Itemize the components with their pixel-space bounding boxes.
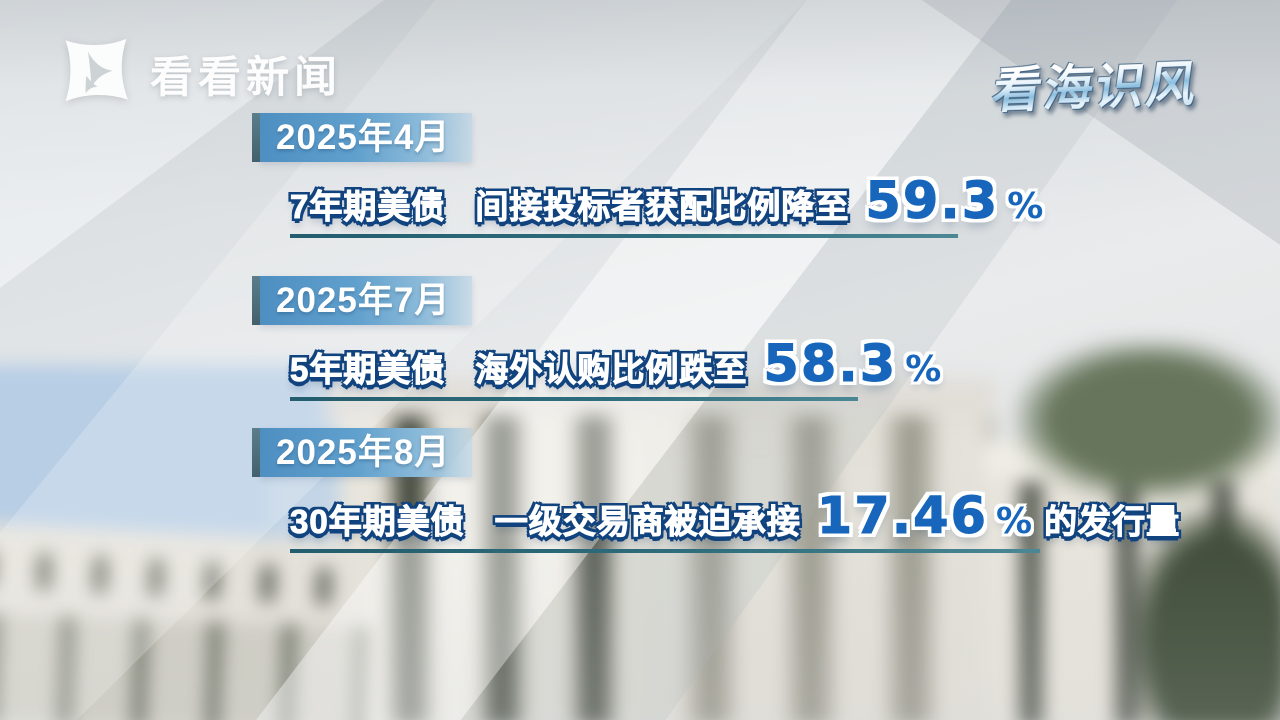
stat-row: 7年期美债 间接投标者获配比例降至 59.3 % [289,172,1055,232]
teal-underline [290,549,1040,553]
bond-name: 5年期美债 [289,351,446,389]
stat-row: 5年期美债 海外认购比例跌至 58.3 % [289,335,953,395]
stat-value: 58.3 [763,335,898,395]
stat-desc: 海外认购比例跌至 [475,351,748,389]
channel-name: 看看新闻 [150,54,342,102]
building-left-base [0,612,367,720]
building-colonnade-right [635,416,995,720]
timeline-item-july: 2025年7月 5年期美债 海外认购比例跌至 58.3 % [252,276,953,401]
date-tag: 2025年4月 [252,113,472,162]
date-tag: 2025年7月 [252,276,472,325]
stat-row: 30年期美债 一级交易商被迫承接 17.46 % 的发行量 [290,487,1181,547]
teal-underline [290,397,858,401]
kankan-k-icon [65,38,128,102]
program-logo: 看海识风 [988,44,1203,122]
bond-name: 30年期美债 [290,503,465,541]
percent-sign: % [1007,186,1044,227]
stat-value: 59.3 [865,172,1000,232]
bond-name: 7年期美债 [289,188,446,226]
trees-lower-right [1130,510,1280,720]
stat-value: 17.46 [816,487,989,547]
date-label: 2025年4月 [276,118,451,157]
date-label: 2025年8月 [276,433,451,472]
stat-suffix: 的发行量 [1044,503,1181,541]
stat-desc: 一级交易商被迫承接 [494,503,801,541]
timeline-item-april: 2025年4月 7年期美债 间接投标者获配比例降至 59.3 % [252,113,1055,238]
percent-sign: % [905,349,942,390]
date-label: 2025年7月 [276,281,451,320]
stat-desc: 间接投标者获配比例降至 [475,188,850,226]
timeline-item-august: 2025年8月 30年期美债 一级交易商被迫承接 17.46 % 的发行量 [252,428,1180,553]
trees-upper-right [1015,340,1280,500]
date-tag: 2025年8月 [252,428,472,477]
channel-logo: 看看新闻 [56,34,342,114]
percent-sign: % [996,501,1033,542]
teal-underline [290,234,958,238]
